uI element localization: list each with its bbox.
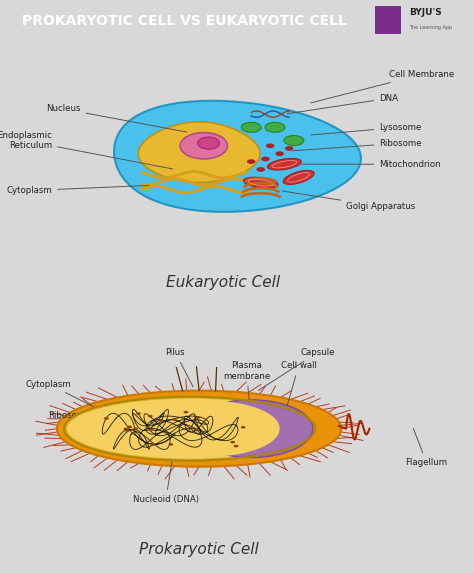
Text: Eukaryotic Cell: Eukaryotic Cell: [166, 276, 280, 291]
Circle shape: [285, 146, 293, 151]
Text: DNA: DNA: [287, 94, 398, 113]
Text: Lysosome: Lysosome: [311, 123, 421, 135]
Ellipse shape: [180, 132, 228, 159]
Circle shape: [183, 411, 188, 414]
Bar: [375, 6, 401, 34]
Circle shape: [168, 443, 173, 446]
Text: PROKARYOTIC CELL VS EUKARYOTIC CELL: PROKARYOTIC CELL VS EUKARYOTIC CELL: [22, 14, 347, 29]
Text: Cell wall: Cell wall: [281, 361, 317, 413]
Polygon shape: [138, 122, 260, 182]
Circle shape: [136, 413, 141, 415]
Circle shape: [104, 417, 109, 419]
Ellipse shape: [137, 401, 280, 457]
Circle shape: [194, 429, 199, 431]
Circle shape: [241, 426, 246, 429]
Ellipse shape: [283, 170, 314, 185]
Circle shape: [195, 416, 200, 419]
Circle shape: [148, 415, 153, 418]
Ellipse shape: [265, 122, 285, 132]
Text: Golgi Apparatus: Golgi Apparatus: [283, 191, 415, 211]
Circle shape: [149, 428, 154, 431]
Ellipse shape: [190, 400, 313, 457]
Text: BYJU'S: BYJU'S: [410, 7, 442, 17]
Ellipse shape: [284, 135, 304, 146]
Text: Cytoplasm: Cytoplasm: [6, 186, 149, 195]
Circle shape: [266, 143, 274, 148]
Text: Pilus: Pilus: [165, 348, 193, 387]
Circle shape: [247, 159, 255, 164]
Circle shape: [256, 167, 265, 172]
Ellipse shape: [57, 391, 341, 467]
Circle shape: [150, 444, 155, 446]
Text: Endoplasmic
Reticulum: Endoplasmic Reticulum: [0, 131, 173, 169]
Text: Plasma
membrane: Plasma membrane: [223, 361, 270, 421]
Ellipse shape: [241, 122, 261, 132]
Circle shape: [124, 427, 128, 430]
Circle shape: [125, 429, 129, 431]
Text: Ribosomes: Ribosomes: [48, 411, 126, 435]
Text: Mitochondrion: Mitochondrion: [301, 160, 441, 168]
Circle shape: [172, 418, 176, 421]
Text: Cell Membrane: Cell Membrane: [311, 70, 454, 103]
Circle shape: [275, 151, 284, 156]
Circle shape: [230, 441, 235, 444]
Text: Flagellum: Flagellum: [406, 429, 447, 467]
Ellipse shape: [267, 158, 301, 170]
Ellipse shape: [243, 177, 278, 188]
Text: Capsule: Capsule: [258, 348, 335, 390]
Text: Ribosome: Ribosome: [292, 139, 422, 151]
Text: Nucleus: Nucleus: [46, 104, 187, 132]
Circle shape: [234, 445, 238, 448]
Circle shape: [261, 156, 270, 162]
Circle shape: [159, 419, 164, 422]
Circle shape: [133, 427, 138, 430]
Text: Prokaryotic Cell: Prokaryotic Cell: [139, 542, 259, 557]
Ellipse shape: [66, 398, 313, 460]
Text: Cytoplasm: Cytoplasm: [25, 379, 130, 425]
Polygon shape: [114, 101, 361, 212]
Text: Nucleoid (DNA): Nucleoid (DNA): [133, 442, 199, 504]
Ellipse shape: [198, 137, 219, 149]
Text: The Learning App: The Learning App: [410, 25, 453, 30]
Circle shape: [128, 426, 132, 428]
